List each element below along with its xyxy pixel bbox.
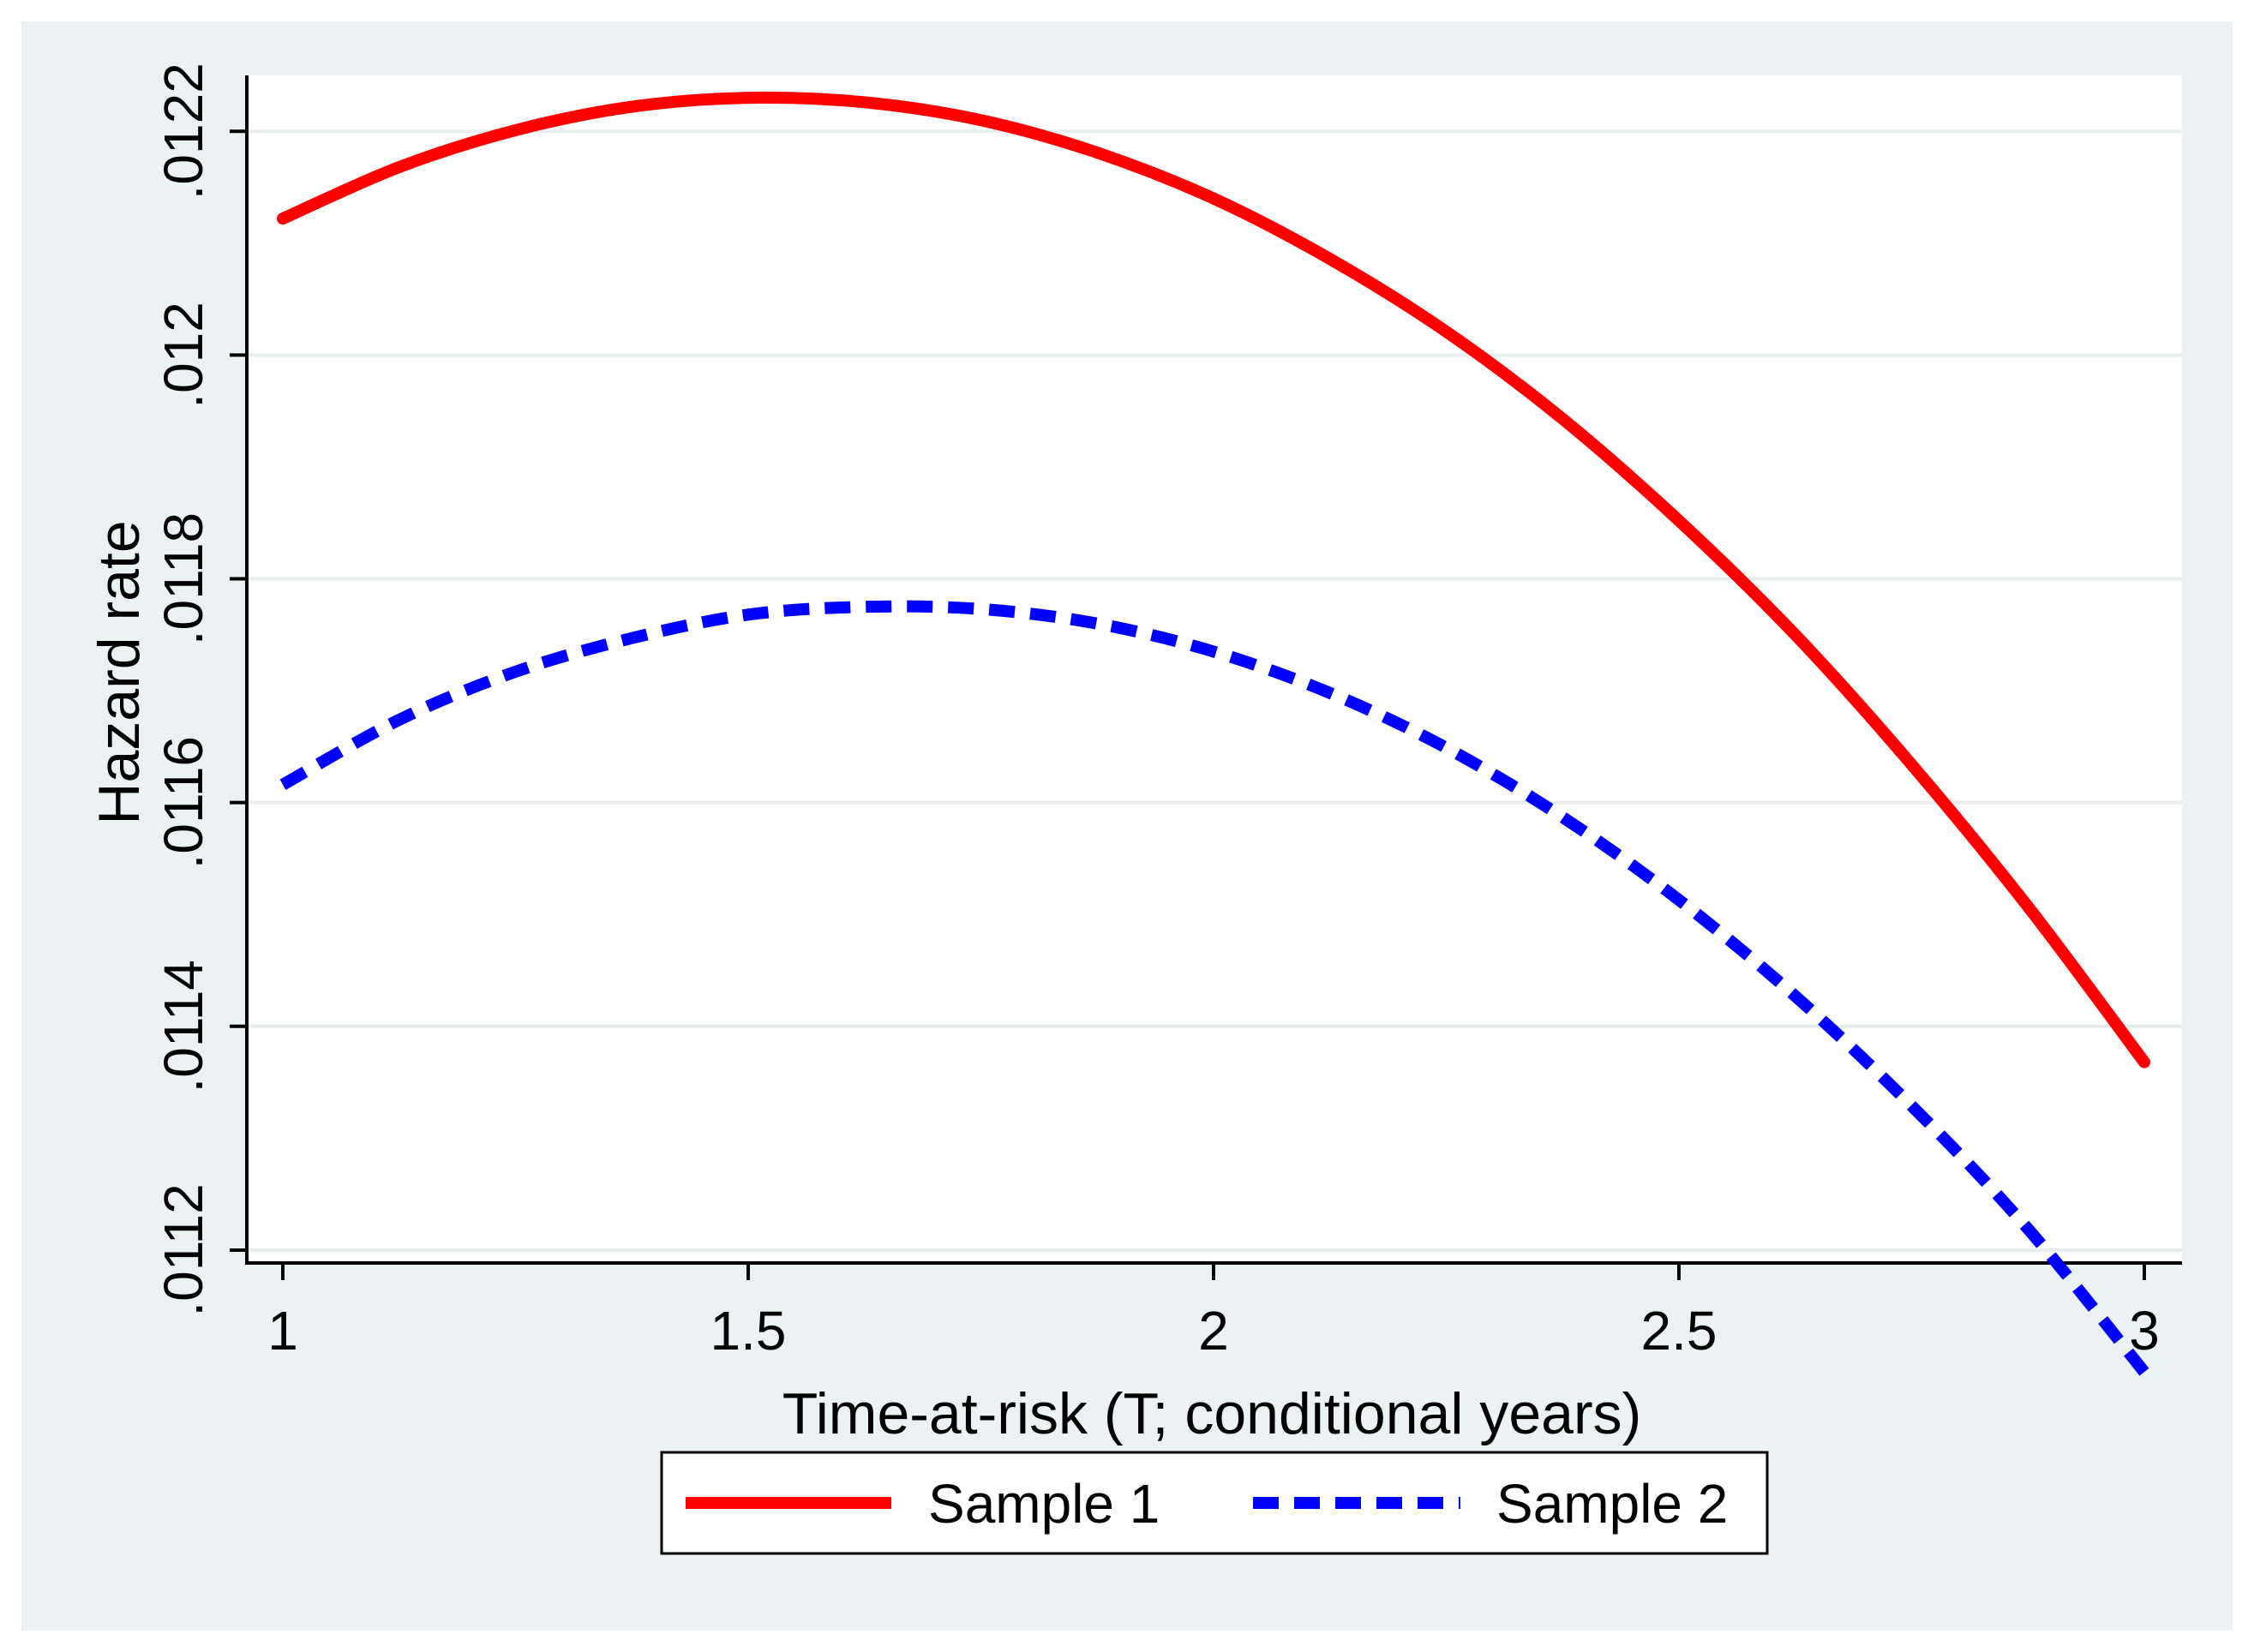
y-axis: .0112 .0114 .0116 .0118 .012 .0122 (153, 63, 249, 1317)
series-line-sample-2 (279, 600, 2149, 1376)
x-tick-label: 1 (267, 1300, 298, 1362)
x-tick-label: 2.5 (1641, 1300, 1717, 1362)
y-tick-label: .012 (153, 302, 214, 409)
legend-label-sample-1: Sample 1 (928, 1473, 1160, 1535)
y-tick-label: .0122 (153, 63, 214, 200)
x-axis: 1 1.5 2 2.5 3 (245, 1261, 2182, 1362)
series-line-sample-1 (277, 91, 2150, 1068)
y-tick-label: .0112 (153, 1183, 214, 1316)
legend-label-sample-2: Sample 2 (1496, 1473, 1728, 1535)
x-axis-title: Time-at-risk (T; conditional years) (782, 1381, 1642, 1446)
x-tick-label: 1.5 (710, 1300, 787, 1362)
x-tick-label: 2 (1198, 1300, 1229, 1362)
grid-lines (249, 129, 2182, 1252)
y-tick-label: .0114 (153, 960, 214, 1092)
y-tick-label: .0118 (153, 512, 214, 645)
plot-area (247, 75, 2182, 1261)
y-axis-title: Hazard rate (87, 520, 152, 824)
legend: Sample 1 Sample 2 (660, 1451, 1769, 1555)
y-tick-label: .0116 (153, 736, 214, 869)
series-group (277, 91, 2150, 1376)
